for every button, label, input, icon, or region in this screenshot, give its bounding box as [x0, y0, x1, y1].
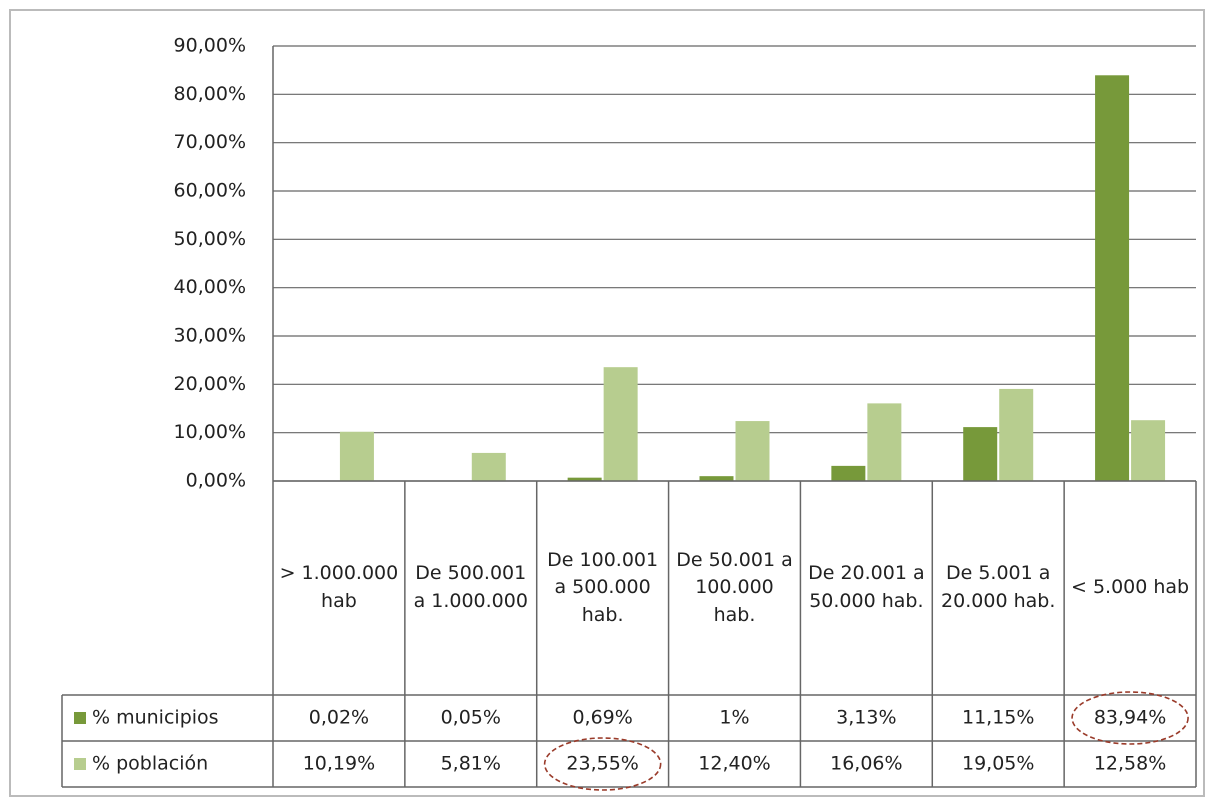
- bar: [1095, 75, 1130, 481]
- category-cell: De 500.001 a 1.000.000: [413, 562, 528, 612]
- y-tick-label: 30,00%: [174, 325, 246, 347]
- bar: [471, 452, 506, 481]
- y-tick-label: 20,00%: [174, 373, 246, 395]
- data-label: 19,05%: [962, 753, 1034, 775]
- data-label: 23,55%: [566, 753, 638, 775]
- y-tick-label: 80,00%: [174, 83, 246, 105]
- category-cell: > 1.000.000 hab: [279, 562, 399, 612]
- x-tick-label: De 5.001 a 20.000 hab.: [941, 562, 1056, 612]
- category-cell: De 5.001 a 20.000 hab.: [941, 562, 1056, 612]
- bar: [831, 465, 866, 481]
- y-tick-label: 60,00%: [174, 180, 246, 202]
- y-tick-label: 90,00%: [174, 35, 246, 57]
- legend-swatch: [74, 758, 86, 770]
- y-tick-label: 70,00%: [174, 131, 246, 153]
- x-tick-label: De 100.001 a 500.000 hab.: [547, 548, 659, 626]
- data-label: 0,69%: [572, 707, 632, 729]
- x-tick-label: De 50.001 a 100.000 hab.: [676, 548, 793, 626]
- bar: [339, 431, 374, 481]
- legend-label: % población: [92, 753, 208, 775]
- data-label: 5,81%: [441, 753, 501, 775]
- bar: [567, 477, 602, 481]
- data-label: 0,05%: [441, 707, 501, 729]
- data-label: 83,94%: [1094, 707, 1166, 729]
- data-label: 11,15%: [962, 707, 1034, 729]
- x-tick-label: De 20.001 a 50.000 hab.: [808, 562, 925, 612]
- data-label: 12,58%: [1094, 753, 1166, 775]
- data-label: 10,19%: [303, 753, 375, 775]
- category-cell: De 50.001 a 100.000 hab.: [676, 548, 793, 626]
- data-label: 1%: [719, 707, 749, 729]
- x-tick-label: < 5.000 hab: [1070, 576, 1190, 599]
- category-cell: De 100.001 a 500.000 hab.: [547, 548, 659, 626]
- category-cell: < 5.000 hab: [1070, 576, 1190, 599]
- x-tick-label: De 500.001 a 1.000.000: [413, 562, 528, 612]
- legend-label: % municipios: [92, 707, 219, 729]
- y-tick-label: 10,00%: [174, 421, 246, 443]
- bar: [867, 403, 902, 481]
- y-tick-label: 40,00%: [174, 276, 246, 298]
- highlight-ellipse: [543, 737, 662, 791]
- y-tick-label: 0,00%: [186, 470, 246, 492]
- data-label: 16,06%: [830, 753, 902, 775]
- bar: [699, 476, 734, 481]
- y-tick-label: 50,00%: [174, 228, 246, 250]
- x-tick-label: > 1.000.000 hab: [279, 562, 399, 612]
- bar: [735, 421, 770, 481]
- legend-swatch: [74, 712, 86, 724]
- bar: [999, 388, 1034, 481]
- data-label: 3,13%: [836, 707, 896, 729]
- data-label: 0,02%: [309, 707, 369, 729]
- highlight-ellipse: [1071, 691, 1189, 745]
- category-cell: De 20.001 a 50.000 hab.: [808, 562, 925, 612]
- bar: [1131, 420, 1166, 481]
- bar: [963, 427, 998, 481]
- bar: [603, 367, 638, 481]
- data-label: 12,40%: [698, 753, 770, 775]
